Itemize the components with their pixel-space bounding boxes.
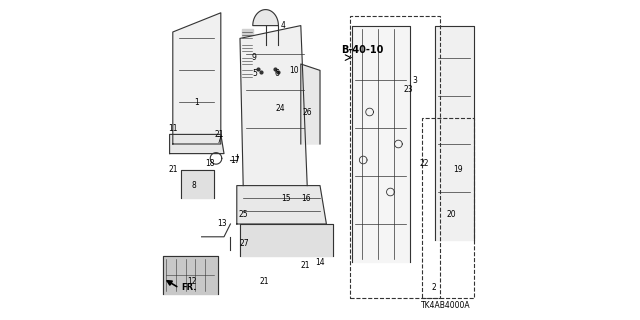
Text: 6: 6 (275, 69, 279, 78)
Polygon shape (301, 64, 320, 144)
Text: 21: 21 (301, 261, 310, 270)
Text: 16: 16 (301, 194, 310, 203)
Polygon shape (253, 10, 278, 26)
Text: 15: 15 (282, 194, 291, 203)
Text: 17: 17 (230, 156, 240, 164)
Text: 19: 19 (452, 165, 463, 174)
Text: 5: 5 (252, 69, 257, 78)
Text: 10: 10 (289, 66, 300, 75)
Polygon shape (170, 134, 224, 154)
Text: 25: 25 (238, 210, 248, 219)
Polygon shape (242, 29, 253, 38)
Polygon shape (242, 42, 253, 51)
Polygon shape (181, 170, 214, 198)
Text: FR.: FR. (181, 283, 196, 292)
Text: 14: 14 (315, 258, 325, 267)
Text: 11: 11 (168, 124, 177, 132)
Text: 18: 18 (205, 159, 214, 168)
Text: 9: 9 (252, 53, 257, 62)
Polygon shape (242, 54, 253, 64)
Text: 1: 1 (195, 98, 199, 107)
Text: 21: 21 (168, 165, 177, 174)
Text: 3: 3 (412, 76, 417, 84)
Text: 4: 4 (281, 21, 285, 30)
Polygon shape (173, 13, 221, 144)
Text: 26: 26 (302, 108, 312, 116)
Text: 23: 23 (403, 85, 413, 94)
Text: 13: 13 (218, 220, 227, 228)
Text: 22: 22 (419, 159, 429, 168)
Text: 8: 8 (191, 181, 196, 190)
Text: 27: 27 (240, 239, 250, 248)
Polygon shape (352, 26, 410, 262)
Text: B-40-10: B-40-10 (340, 45, 383, 55)
Text: 12: 12 (188, 277, 196, 286)
Text: 21: 21 (214, 130, 224, 139)
Text: 2: 2 (431, 284, 436, 292)
Text: 7: 7 (217, 136, 221, 145)
Polygon shape (163, 256, 218, 294)
Polygon shape (237, 186, 326, 224)
Polygon shape (435, 26, 474, 240)
Text: 20: 20 (446, 210, 456, 219)
Polygon shape (240, 224, 333, 256)
Text: 21: 21 (259, 277, 269, 286)
Polygon shape (242, 67, 253, 77)
Text: 24: 24 (275, 104, 285, 113)
Polygon shape (240, 26, 307, 186)
Text: TK4AB4000A: TK4AB4000A (420, 301, 470, 310)
